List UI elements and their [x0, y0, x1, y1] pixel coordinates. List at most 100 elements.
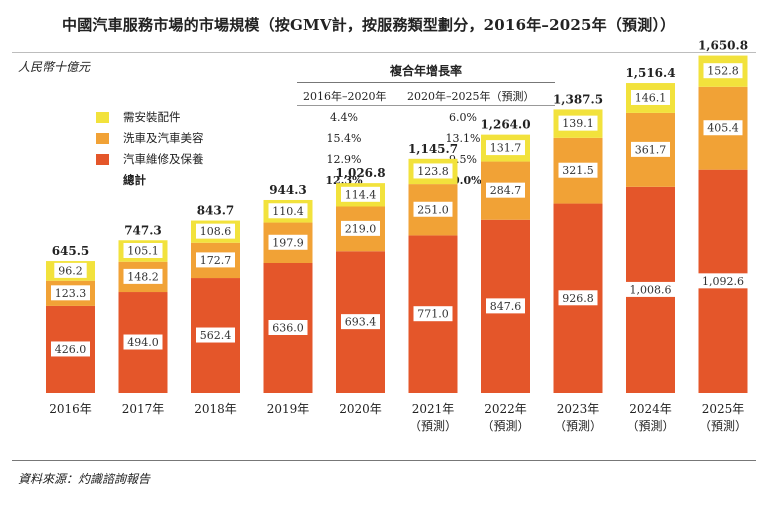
total-label: 1,145.7 — [408, 142, 458, 156]
segment-label: 693.4 — [345, 316, 377, 329]
segment-label: 405.4 — [707, 122, 739, 135]
segment-label-box — [123, 268, 163, 284]
category-sublabel: （預測） — [481, 419, 529, 433]
legend-label: 汽車維修及保養 — [123, 152, 204, 166]
category-label: 2017年 — [122, 402, 165, 416]
legend-item-car-wash: 洗車及汽車美容 — [96, 130, 204, 146]
segment-label: 148.2 — [127, 270, 159, 283]
category-label: 2023年 — [557, 402, 600, 416]
segment-label-box — [341, 314, 380, 330]
segment-label-box — [51, 285, 90, 301]
category-label: 2024年 — [629, 402, 672, 416]
segment-label: 96.2 — [58, 264, 83, 277]
cagr-period-1: 2016年–2020年 — [303, 90, 387, 103]
source-note: 資料來源：灼識諮詢報告 — [18, 472, 151, 486]
segment-label-box — [268, 203, 308, 219]
category-label: 2019年 — [267, 402, 310, 416]
total-label: 1,387.5 — [553, 92, 603, 106]
legend-swatch — [96, 132, 109, 144]
segment-label-box — [703, 120, 743, 136]
category-sublabel: （預測） — [409, 419, 457, 433]
category-sublabel: （預測） — [626, 419, 674, 433]
legend-label: 總計 — [123, 173, 146, 187]
bottom-divider — [12, 460, 756, 461]
segment-label-box — [196, 327, 235, 343]
total-label: 843.7 — [197, 204, 235, 218]
segment-label: 108.6 — [200, 225, 232, 238]
segment-label-box — [268, 320, 308, 336]
legend-item-total: 總計 — [96, 172, 146, 188]
segment-label-box — [196, 223, 235, 239]
segment-label-box — [486, 182, 525, 198]
segment-label-box — [413, 201, 453, 217]
legend-swatch — [96, 153, 109, 165]
cagr-header-rule — [297, 82, 555, 83]
segment-label: 1,008.6 — [630, 283, 672, 296]
segment-label-box — [624, 281, 677, 297]
total-label: 747.3 — [124, 223, 162, 237]
segment-label-box — [631, 89, 670, 105]
category-label: 2016年 — [49, 402, 92, 416]
segment-label: 123.3 — [55, 287, 87, 300]
category-label: 2018年 — [194, 402, 237, 416]
segment-label-box — [268, 234, 308, 250]
legend-item-accessories: 需安裝配件 — [96, 109, 181, 125]
segment-label: 1,092.6 — [702, 275, 744, 288]
segment-label: 123.8 — [417, 165, 449, 178]
segment-label: 361.7 — [635, 143, 667, 156]
cagr-period-2: 2020年–2025年（預測） — [407, 90, 535, 103]
segment-label-box — [341, 186, 380, 202]
segment-label-box — [558, 162, 598, 178]
segment-label-box — [123, 242, 163, 258]
segment-label: 219.0 — [345, 222, 377, 235]
segment-label: 284.7 — [490, 184, 522, 197]
legend-label: 需安裝配件 — [123, 110, 181, 124]
segment-label: 110.4 — [272, 205, 304, 218]
segment-label-box — [486, 298, 525, 314]
category-sublabel: （預測） — [554, 419, 602, 433]
cagr-rate: 15.4% — [326, 132, 362, 145]
total-label: 1,026.8 — [335, 166, 385, 180]
total-label: 1,264.0 — [480, 118, 530, 132]
segment-label-box — [341, 220, 380, 236]
segment-label: 146.1 — [635, 91, 667, 104]
cagr-rate: 4.4% — [330, 111, 358, 124]
cagr-rate: 13.1% — [445, 132, 481, 145]
cagr-rate: 6.0% — [449, 111, 477, 124]
category-label: 2022年 — [484, 402, 527, 416]
segment-label: 172.7 — [200, 254, 232, 267]
segment-label: 105.1 — [127, 244, 159, 257]
segment-label-box — [558, 115, 598, 131]
segment-label: 251.0 — [417, 203, 449, 216]
legend-item-repair: 汽車維修及保養 — [96, 151, 204, 167]
segment-label-box — [51, 341, 90, 357]
segment-label: 321.5 — [562, 164, 594, 177]
total-label: 645.5 — [52, 244, 90, 258]
category-label: 2025年 — [702, 402, 745, 416]
chart-title: 中國汽車服務市場的市場規模（按GMV計，按服務類型劃分，2016年–2025年（… — [62, 16, 676, 34]
segment-label: 771.0 — [417, 308, 449, 321]
segment-label-box — [196, 252, 235, 268]
cagr-header: 複合年增長率 — [389, 64, 462, 78]
total-label: 1,650.8 — [698, 39, 748, 53]
top-divider — [12, 52, 756, 53]
segment-label-box — [631, 141, 670, 157]
segment-label: 494.0 — [127, 336, 159, 349]
category-label: 2021年 — [412, 402, 455, 416]
segment-label: 562.4 — [200, 329, 232, 342]
segment-label-box — [413, 306, 453, 322]
segment-label: 139.1 — [562, 117, 594, 130]
category-sublabel: （預測） — [699, 419, 747, 433]
segment-label-box — [413, 163, 453, 179]
cagr-rate: 12.9% — [326, 153, 362, 166]
segment-label-box — [558, 290, 598, 306]
segment-label: 114.4 — [345, 188, 377, 201]
segment-label-box — [54, 262, 87, 278]
category-label: 2020年 — [339, 402, 382, 416]
segment-label-box — [696, 273, 750, 289]
segment-label: 426.0 — [55, 343, 87, 356]
cagr-period-rule — [297, 105, 555, 106]
segment-label-box — [123, 334, 163, 350]
segment-label: 636.0 — [272, 322, 304, 335]
